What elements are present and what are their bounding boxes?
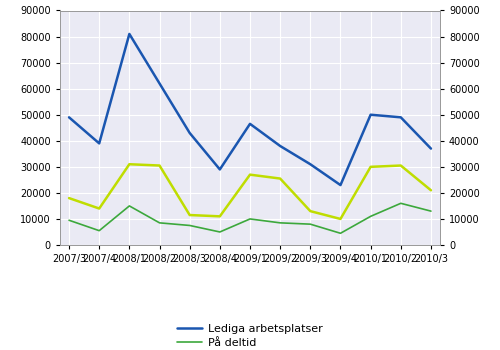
Legend: Lediga arbetsplatser, På deltid, På viss tid: Lediga arbetsplatser, På deltid, På viss… <box>174 321 326 350</box>
